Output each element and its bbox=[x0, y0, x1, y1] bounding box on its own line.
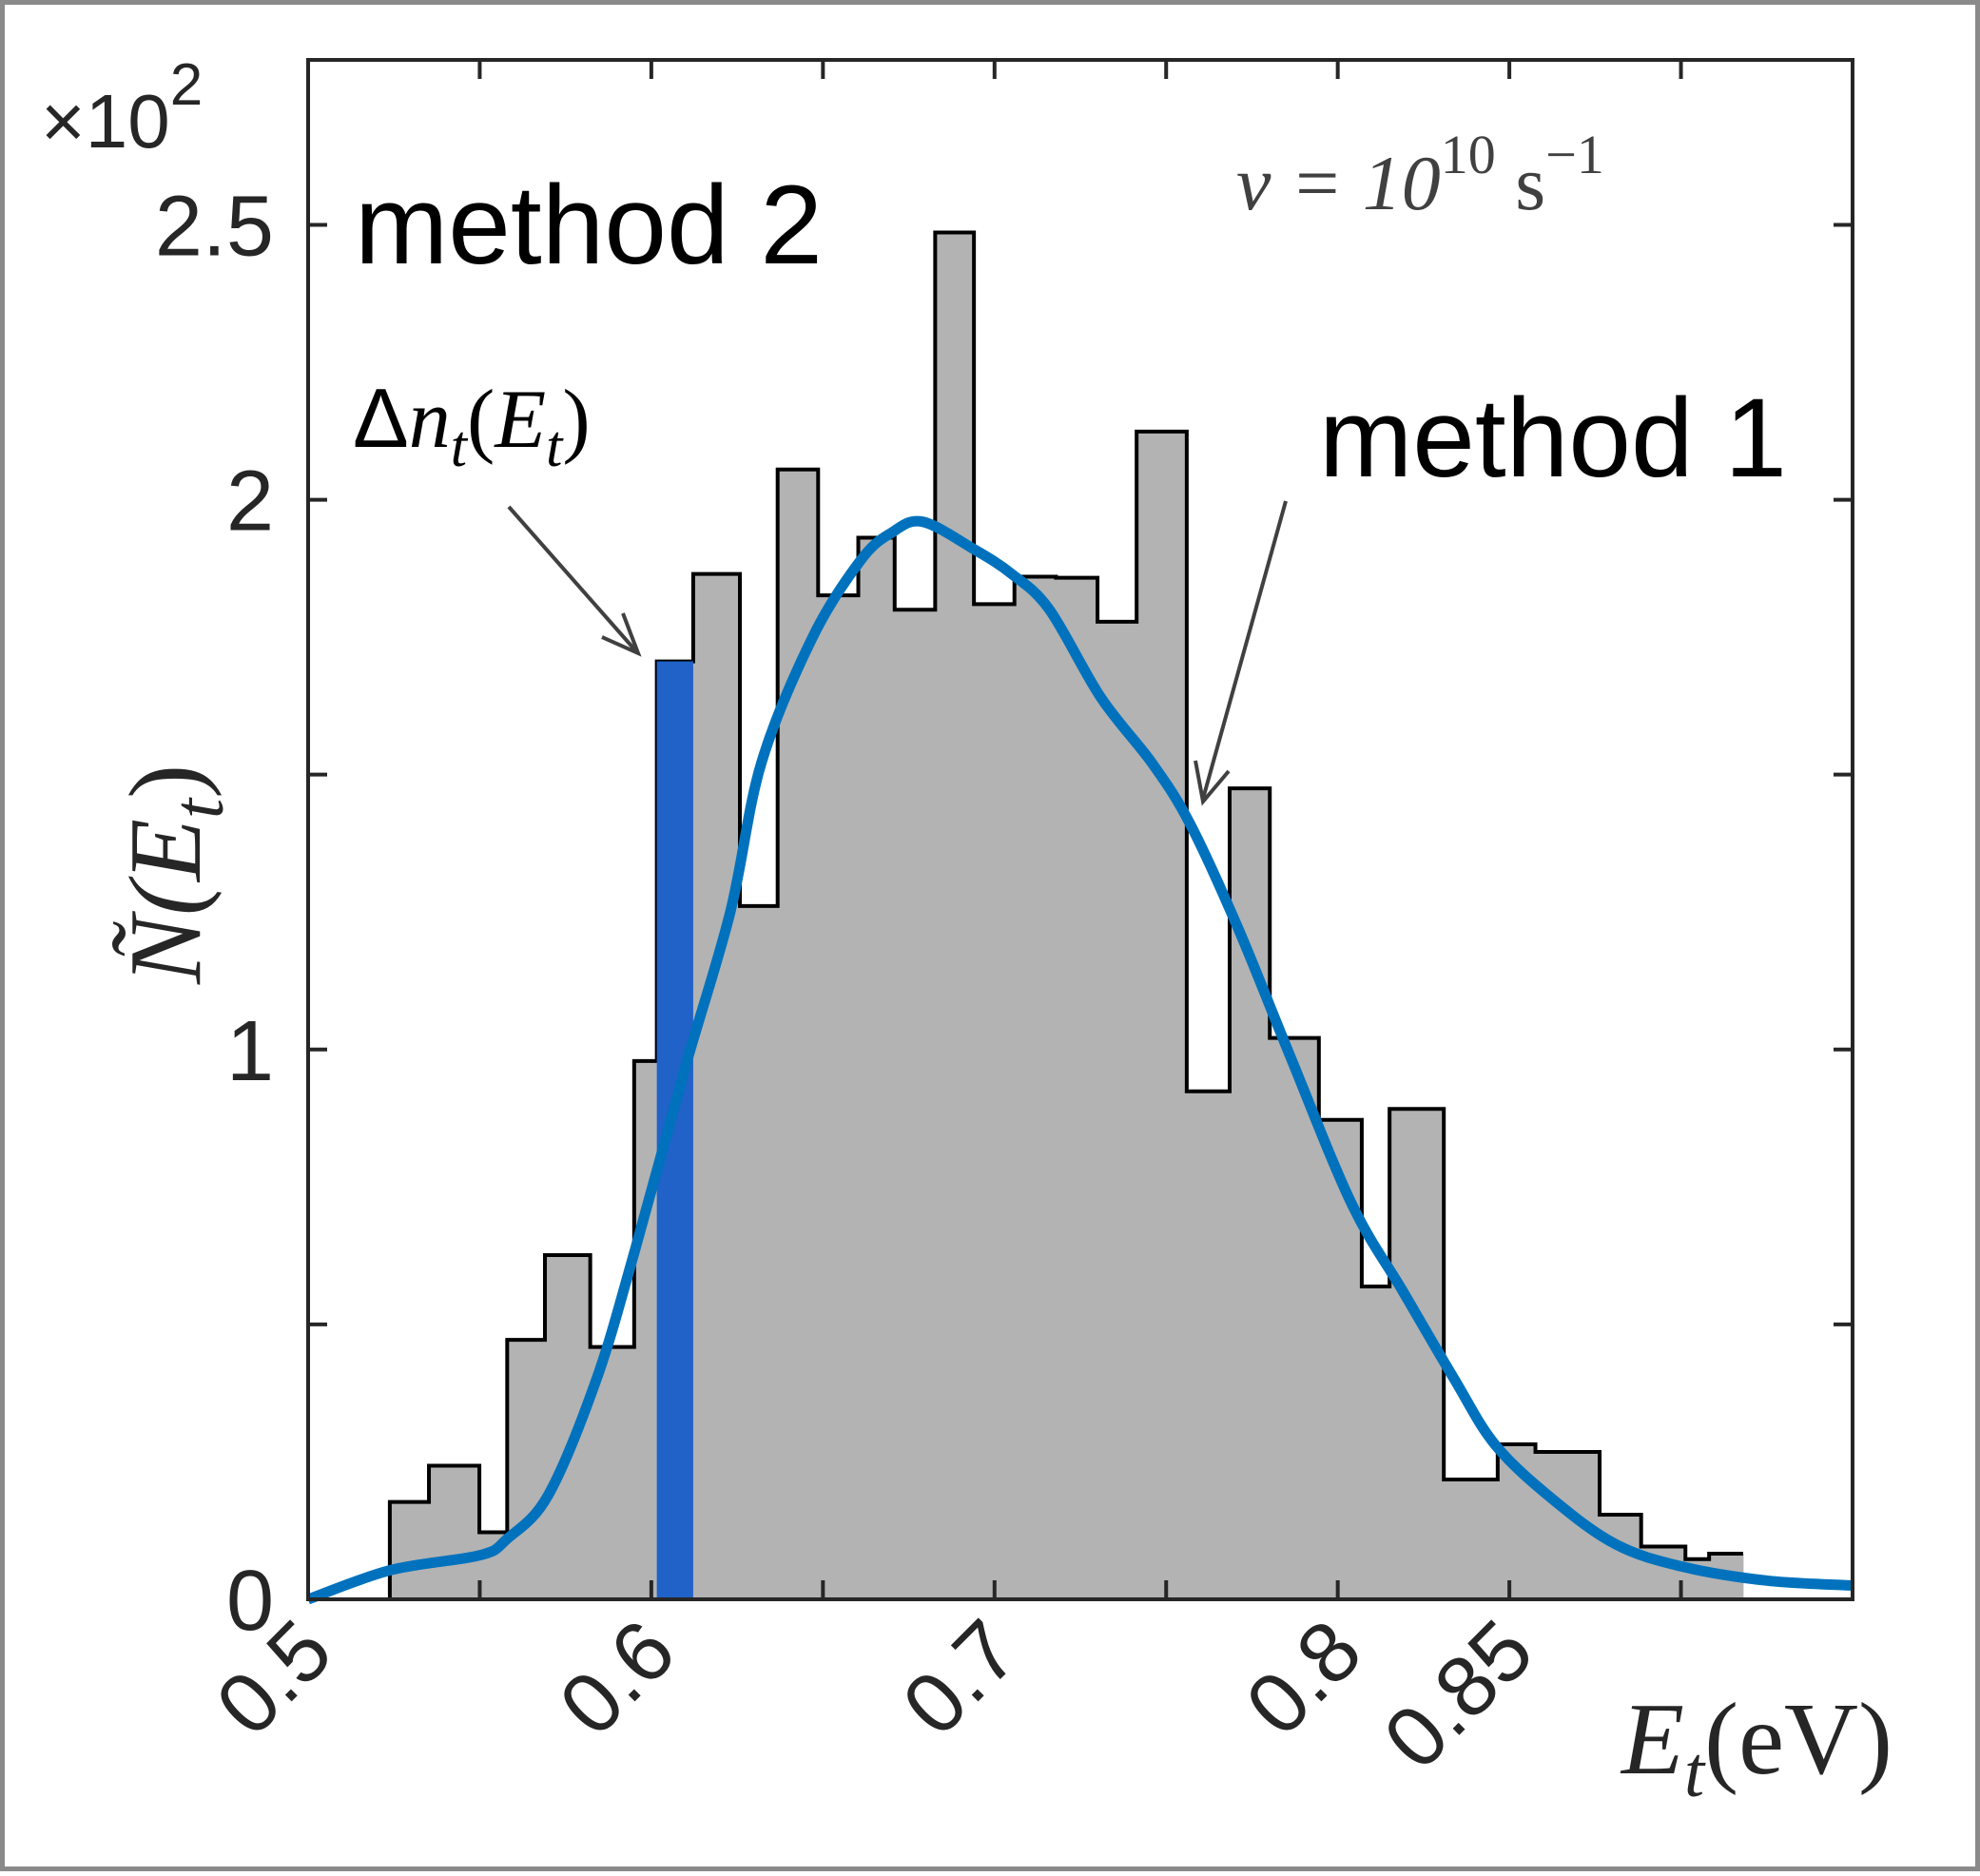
histogram-bar bbox=[692, 573, 741, 1599]
method-1-arrow bbox=[1194, 500, 1288, 806]
x-tick-label: 0.6 bbox=[542, 1602, 693, 1753]
histogram-bar bbox=[818, 595, 860, 1600]
y-multiplier: ×102 bbox=[41, 52, 203, 164]
histogram-bar bbox=[894, 609, 936, 1599]
histogram-bar bbox=[1097, 621, 1137, 1599]
y-tick-label: 2.5 bbox=[155, 179, 274, 274]
histogram-bar bbox=[1014, 576, 1057, 1599]
histogram-bar bbox=[1270, 1037, 1320, 1599]
histogram-bar bbox=[1361, 1286, 1390, 1599]
highlight-bin-bar bbox=[656, 661, 693, 1599]
delta-arrow bbox=[507, 505, 642, 657]
y-axis-label: Ñ(Et) bbox=[109, 764, 239, 985]
x-tick-label: 0.85 bbox=[1367, 1602, 1552, 1788]
y-tick-label: 0 bbox=[226, 1554, 274, 1649]
histogram-bar bbox=[974, 604, 1016, 1599]
histogram-bar bbox=[1186, 1091, 1231, 1599]
histogram-bar bbox=[633, 1060, 658, 1599]
delta-n-label: Δnt(Et) bbox=[353, 371, 591, 479]
x-tick-label: 0.8 bbox=[1229, 1602, 1380, 1753]
histogram-bar bbox=[739, 905, 779, 1599]
histogram-bar bbox=[1056, 577, 1098, 1599]
histogram-bar bbox=[935, 232, 975, 1599]
axes-box bbox=[306, 58, 1854, 1601]
histogram-bar bbox=[507, 1340, 546, 1599]
histogram-bar bbox=[389, 1501, 430, 1599]
method-1-curve bbox=[306, 515, 1854, 1605]
x-axis-label: Et(eV) bbox=[1620, 1683, 1893, 1812]
y-tick-label: 1 bbox=[226, 1004, 274, 1099]
method-2-label: method 2 bbox=[355, 163, 823, 288]
histogram-bar bbox=[429, 1465, 480, 1599]
nu-label: ν = 1010 s−1 bbox=[1236, 124, 1604, 226]
method-1-label: method 1 bbox=[1319, 376, 1787, 501]
x-tick-label: 0.7 bbox=[885, 1602, 1037, 1753]
histogram-bar bbox=[1136, 431, 1188, 1600]
y-tick-label: 2 bbox=[226, 454, 274, 550]
x-tick-label: 0.5 bbox=[199, 1602, 350, 1753]
histogram-chart: 0.5 0.6 0.7 0.80.85 0 1 2 2.5 ×102 method 2 met… bbox=[41, 52, 1893, 1812]
histogram-bar bbox=[858, 537, 896, 1599]
histogram-bar bbox=[1444, 1479, 1499, 1599]
